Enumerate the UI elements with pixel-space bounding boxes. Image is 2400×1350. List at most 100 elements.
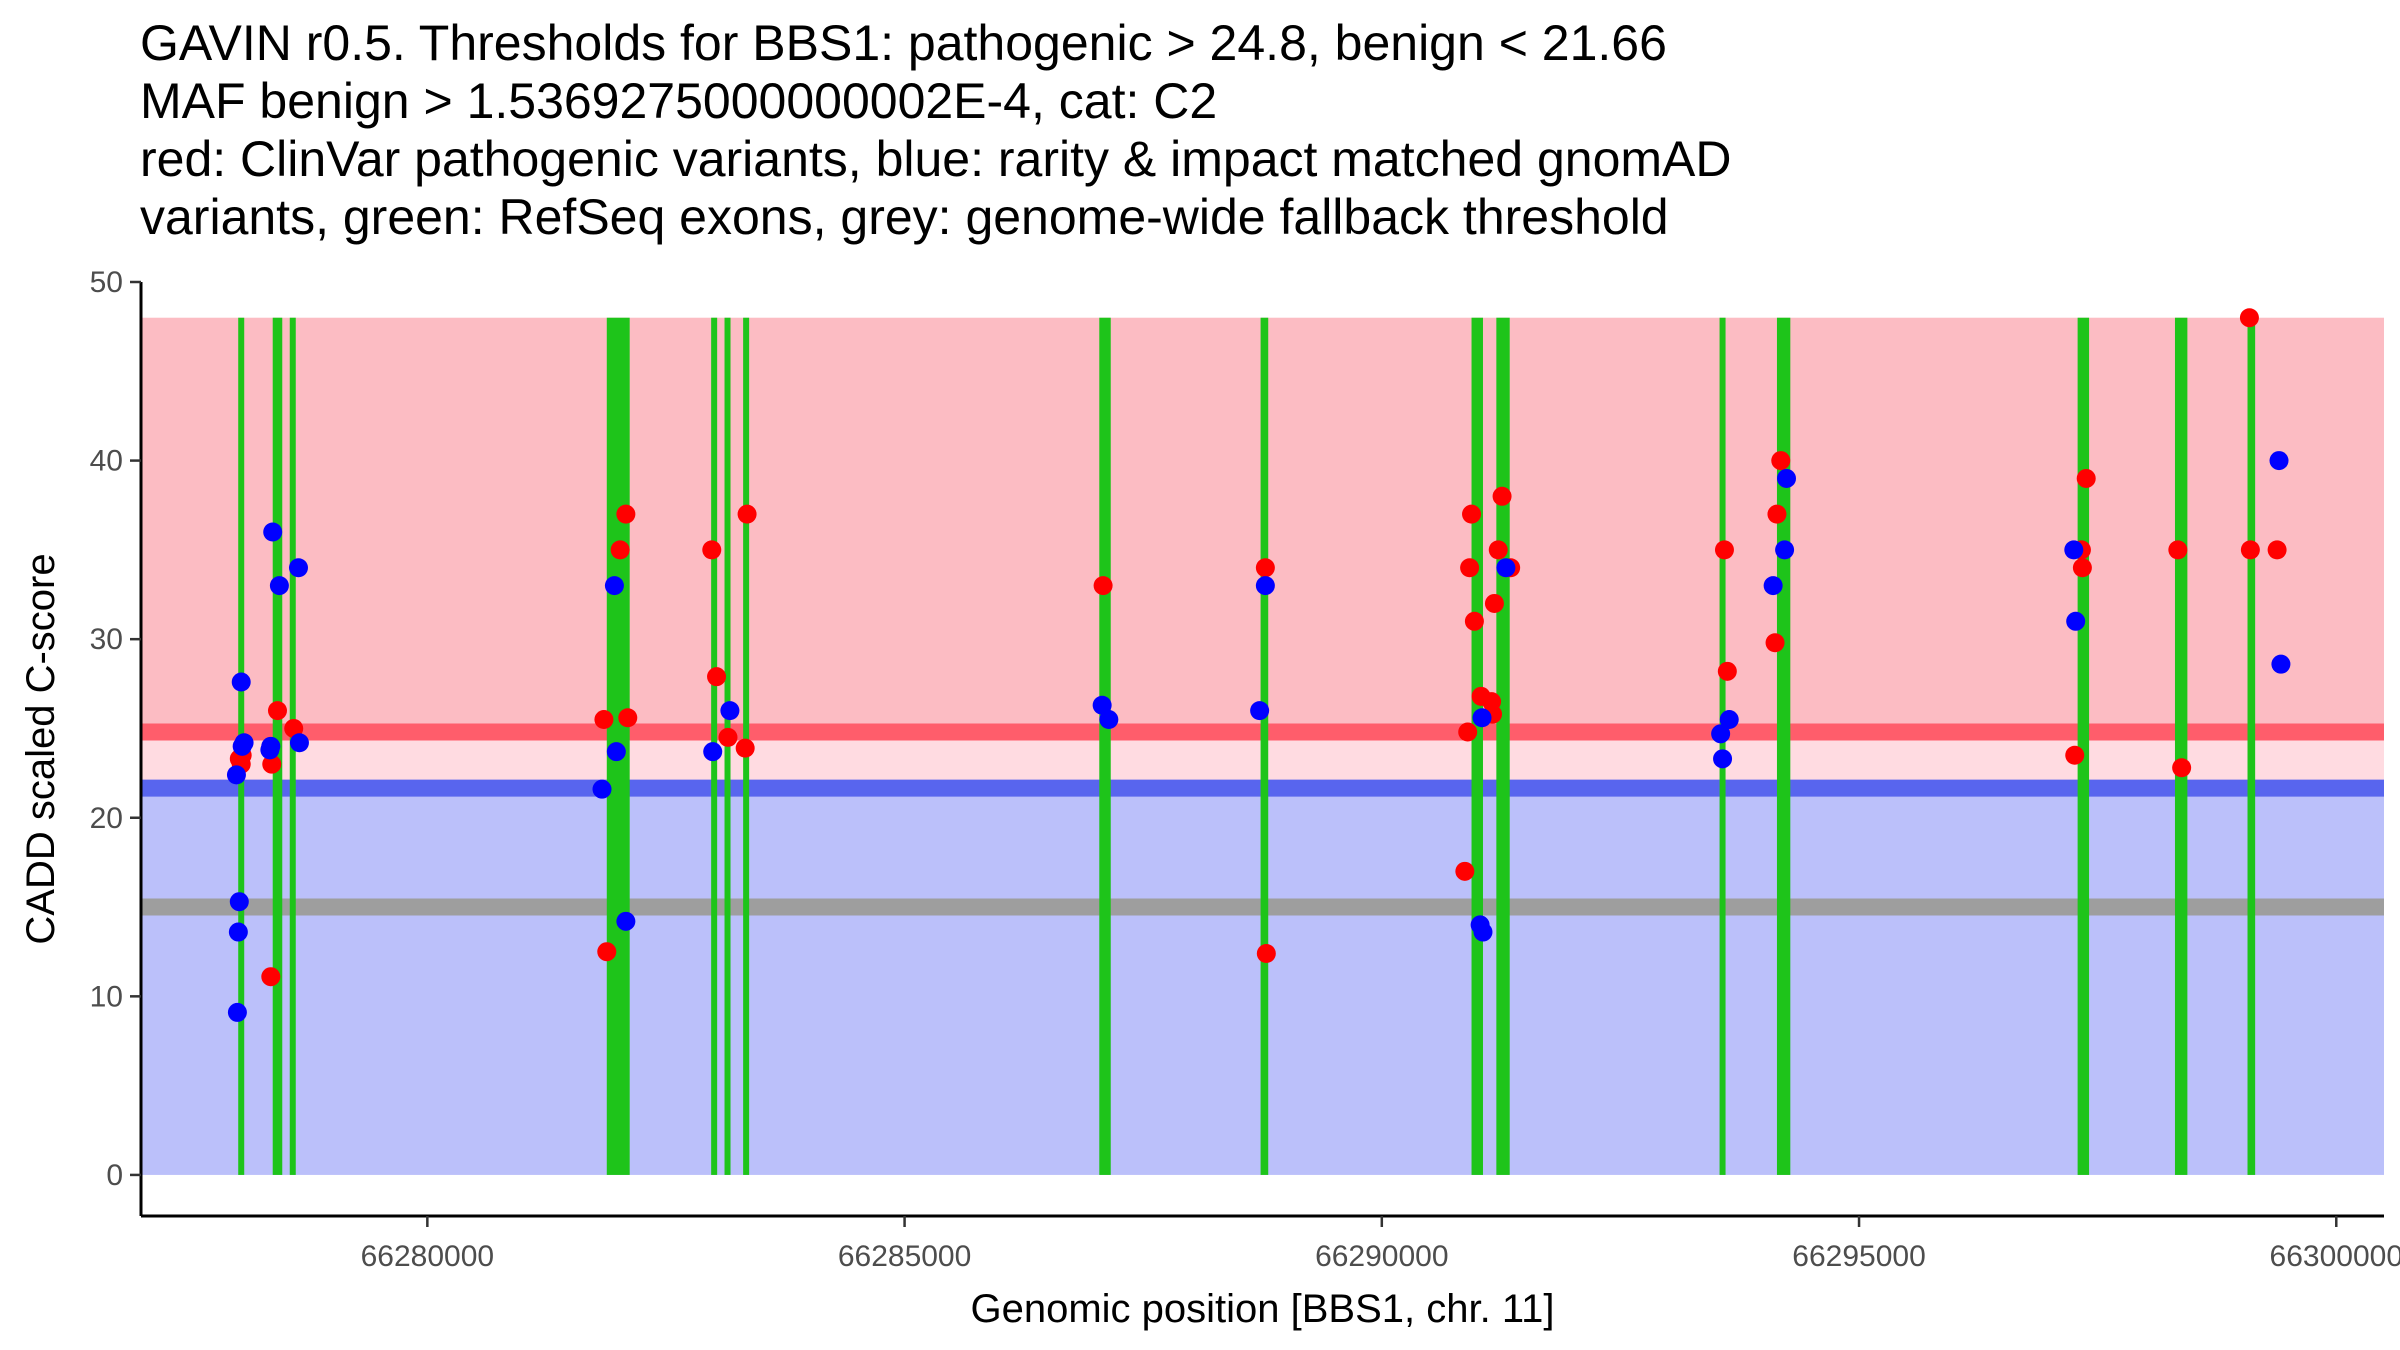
- clinvar-point-16: [735, 738, 755, 758]
- y-axis-title: CADD scaled C-score: [19, 553, 63, 944]
- clinvar-point-15: [718, 727, 738, 747]
- y-tick-label-20: 20: [90, 802, 123, 835]
- gnomad-point-25: [1472, 708, 1492, 728]
- gnomad-point-34: [2064, 540, 2084, 560]
- gnomad-point-35: [2066, 611, 2086, 631]
- x-tick-label-66290000: 66290000: [1315, 1240, 1448, 1273]
- clinvar-point-9: [597, 942, 617, 962]
- exon-bar-13: [1776, 317, 1791, 1175]
- gnomad-point-31: [1763, 576, 1783, 596]
- y-tick-label-10: 10: [90, 980, 123, 1013]
- clinvar-point-5: [262, 754, 282, 774]
- gnomad-point-20: [1092, 695, 1112, 715]
- y-tick-label-0: 0: [106, 1159, 123, 1192]
- gnomad-point-33: [1777, 468, 1797, 488]
- clinvar-point-8: [594, 710, 614, 730]
- gnomad-point-18: [703, 742, 723, 762]
- clinvar-point-37: [1771, 451, 1791, 471]
- clinvar-point-17: [737, 504, 757, 524]
- x-tick-label-66280000: 66280000: [361, 1240, 494, 1273]
- gnomad-point-12: [288, 558, 308, 578]
- gnomad-point-11: [269, 576, 289, 596]
- exon-bar-11: [1496, 317, 1510, 1175]
- clinvar-point-30: [1488, 540, 1508, 560]
- gnomad-point-10: [263, 522, 283, 542]
- gnomad-point-1: [226, 765, 246, 785]
- chart-title: GAVIN r0.5. Thresholds for BBS1: pathoge…: [140, 14, 2380, 246]
- clinvar-point-20: [1256, 943, 1276, 963]
- clinvar-point-31: [1492, 486, 1512, 506]
- gnomad-point-28: [1711, 724, 1731, 744]
- gnomad-point-23: [1255, 576, 1275, 596]
- clinvar-point-33: [1714, 540, 1734, 560]
- gnomad-point-32: [1775, 540, 1795, 560]
- clinvar-point-35: [1765, 633, 1785, 653]
- exon-bar-10: [1471, 317, 1483, 1175]
- gnomad-point-26: [1473, 922, 1493, 942]
- y-tick-label-40: 40: [90, 445, 123, 478]
- clinvar-point-34: [1717, 661, 1737, 681]
- title-line-2: MAF benign > 1.5369275000000002E-4, cat:…: [140, 73, 1218, 129]
- exon-bar-16: [2247, 317, 2256, 1175]
- x-tick-label-66285000: 66285000: [838, 1240, 971, 1273]
- clinvar-point-46: [2267, 540, 2287, 560]
- clinvar-point-14: [707, 667, 727, 687]
- gnomad-point-4: [229, 892, 249, 912]
- clinvar-point-19: [1255, 558, 1275, 578]
- exon-bar-15: [2174, 317, 2188, 1175]
- clinvar-point-41: [2076, 468, 2096, 488]
- gnomad-point-5: [231, 672, 251, 692]
- clinvar-point-43: [2172, 758, 2192, 778]
- clinvar-point-29: [1484, 593, 1504, 613]
- title-line-4: variants, green: RefSeq exons, grey: gen…: [140, 189, 1669, 245]
- clinvar-point-42: [2168, 540, 2188, 560]
- clinvar-point-24: [1462, 504, 1482, 524]
- clinvar-point-23: [1460, 558, 1480, 578]
- exon-bar-12: [1719, 317, 1726, 1175]
- clinvar-point-13: [702, 540, 722, 560]
- gnomad-point-19: [720, 701, 740, 721]
- clinvar-point-38: [2065, 745, 2085, 765]
- gnomad-point-17: [616, 911, 636, 931]
- gnomad-point-15: [604, 576, 624, 596]
- clinvar-point-10: [610, 540, 630, 560]
- x-axis-title: Genomic position [BBS1, chr. 11]: [970, 1287, 1554, 1331]
- clinvar-point-25: [1464, 611, 1484, 631]
- y-tick-label-30: 30: [90, 623, 123, 656]
- clinvar-point-11: [616, 504, 636, 524]
- exon-bar-8: [1099, 317, 1111, 1175]
- title-line-3: red: ClinVar pathogenic variants, blue: …: [140, 131, 1732, 187]
- clinvar-point-22: [1458, 722, 1478, 742]
- x-tick-label-66300000: 66300000: [2270, 1240, 2400, 1273]
- clinvar-point-12: [618, 708, 638, 728]
- gnomad-point-22: [1250, 701, 1270, 721]
- gnomad-point-14: [592, 779, 612, 799]
- gnomad-point-37: [2271, 654, 2291, 674]
- gnomad-point-36: [2269, 451, 2289, 471]
- gnomad-point-3: [228, 922, 248, 942]
- gnomad-point-9: [261, 736, 281, 756]
- clinvar-point-6: [267, 701, 287, 721]
- clinvar-point-18: [1093, 576, 1113, 596]
- clinvar-point-4: [261, 967, 281, 987]
- gnomad-point-29: [1713, 749, 1733, 769]
- variant-points: [226, 308, 2291, 1022]
- gnomad-point-2: [227, 1002, 247, 1022]
- title-line-1: GAVIN r0.5. Thresholds for BBS1: pathoge…: [140, 15, 1667, 71]
- clinvar-point-36: [1767, 504, 1787, 524]
- y-tick-label-50: 50: [90, 266, 123, 299]
- clinvar-point-7: [284, 718, 304, 738]
- gnomad-point-7: [234, 733, 254, 753]
- exon-bar-9: [1260, 317, 1269, 1175]
- gnomad-point-13: [289, 733, 309, 753]
- gnomad-point-21: [1099, 710, 1119, 730]
- gnomad-point-27: [1496, 558, 1516, 578]
- clinvar-point-44: [2239, 308, 2259, 328]
- clinvar-point-21: [1455, 861, 1475, 881]
- clinvar-point-45: [2240, 540, 2260, 560]
- gnomad-point-30: [1719, 710, 1739, 730]
- x-tick-label-66295000: 66295000: [1792, 1240, 1925, 1273]
- gnomad-point-16: [606, 742, 626, 762]
- axes: 0 10 20 30 40 50 66280000 66285000 66290000 66295…: [90, 266, 2400, 1273]
